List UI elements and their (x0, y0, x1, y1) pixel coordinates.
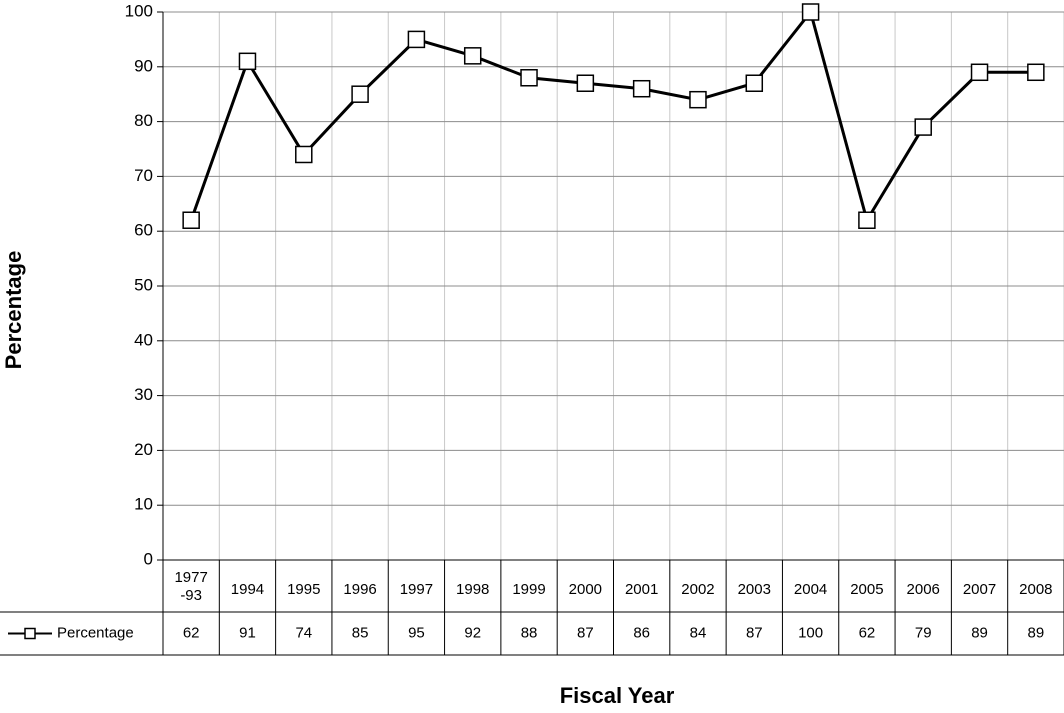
x-tick-label: 2000 (569, 581, 602, 598)
table-value: 79 (915, 624, 932, 641)
y-tick-label: 70 (134, 166, 153, 185)
y-tick-label: 80 (134, 111, 153, 130)
table-value: 62 (183, 624, 200, 641)
point-marker (238, 52, 257, 71)
table-value: 85 (352, 624, 369, 641)
point-marker (351, 85, 369, 103)
y-tick-label: 20 (134, 440, 153, 459)
point-marker (745, 74, 764, 92)
x-tick-label: 1995 (287, 581, 320, 598)
point-marker (858, 211, 876, 229)
point-marker (295, 145, 313, 164)
x-tick-label: 2002 (681, 581, 714, 598)
table-value: 89 (971, 624, 988, 641)
y-axis-title: Percentage (1, 251, 26, 370)
y-tick-label: 40 (134, 330, 153, 349)
point-marker (970, 63, 989, 82)
table-value: 74 (295, 624, 312, 641)
point-marker (463, 47, 482, 65)
x-tick-label: 2008 (1019, 581, 1052, 598)
point-marker (632, 79, 651, 98)
y-tick-label: 90 (134, 56, 153, 75)
y-tick-label: 50 (134, 275, 153, 294)
point-marker (576, 74, 595, 92)
table-value: 95 (408, 624, 425, 641)
y-tick-label: 100 (125, 1, 153, 20)
x-tick-label: 1997 (400, 581, 433, 598)
table-value: 62 (859, 624, 876, 641)
x-tick-label: 1994 (231, 581, 264, 598)
y-tick-label: 0 (144, 549, 153, 568)
x-tick-label: 2006 (907, 581, 940, 598)
point-marker (182, 211, 200, 229)
legend-marker (24, 627, 36, 640)
series-line (189, 8, 1036, 225)
table-value: 87 (746, 624, 763, 641)
point-marker (914, 118, 932, 136)
table-value: 100 (798, 624, 823, 641)
x-tick-label: 2005 (850, 581, 883, 598)
x-axis-title: Fiscal Year (560, 683, 675, 708)
table-value: 91 (239, 624, 256, 641)
table-value: 88 (521, 624, 538, 641)
table-value: 86 (633, 624, 650, 641)
x-tick-label: 1977 -93 (174, 569, 207, 604)
y-tick-label: 10 (134, 495, 153, 514)
table-value: 84 (690, 624, 707, 641)
x-tick-label: 2007 (963, 581, 996, 598)
table-value: 89 (1028, 624, 1045, 641)
x-tick-label: 2001 (625, 581, 658, 598)
x-tick-label: 1998 (456, 581, 489, 598)
point-marker (801, 3, 820, 21)
x-tick-label: 1999 (512, 581, 545, 598)
point-marker (407, 30, 426, 49)
point-marker (520, 69, 538, 87)
x-tick-label: 1996 (343, 581, 376, 598)
point-marker (689, 90, 707, 109)
y-tick-label: 60 (134, 221, 153, 240)
x-tick-label: 2004 (794, 581, 827, 598)
x-tick-label: 2003 (738, 581, 771, 598)
legend-label: Percentage (57, 624, 134, 641)
point-marker (1027, 63, 1045, 82)
y-tick-label: 30 (134, 385, 153, 404)
table-value: 92 (464, 624, 481, 641)
table-value: 87 (577, 624, 594, 641)
